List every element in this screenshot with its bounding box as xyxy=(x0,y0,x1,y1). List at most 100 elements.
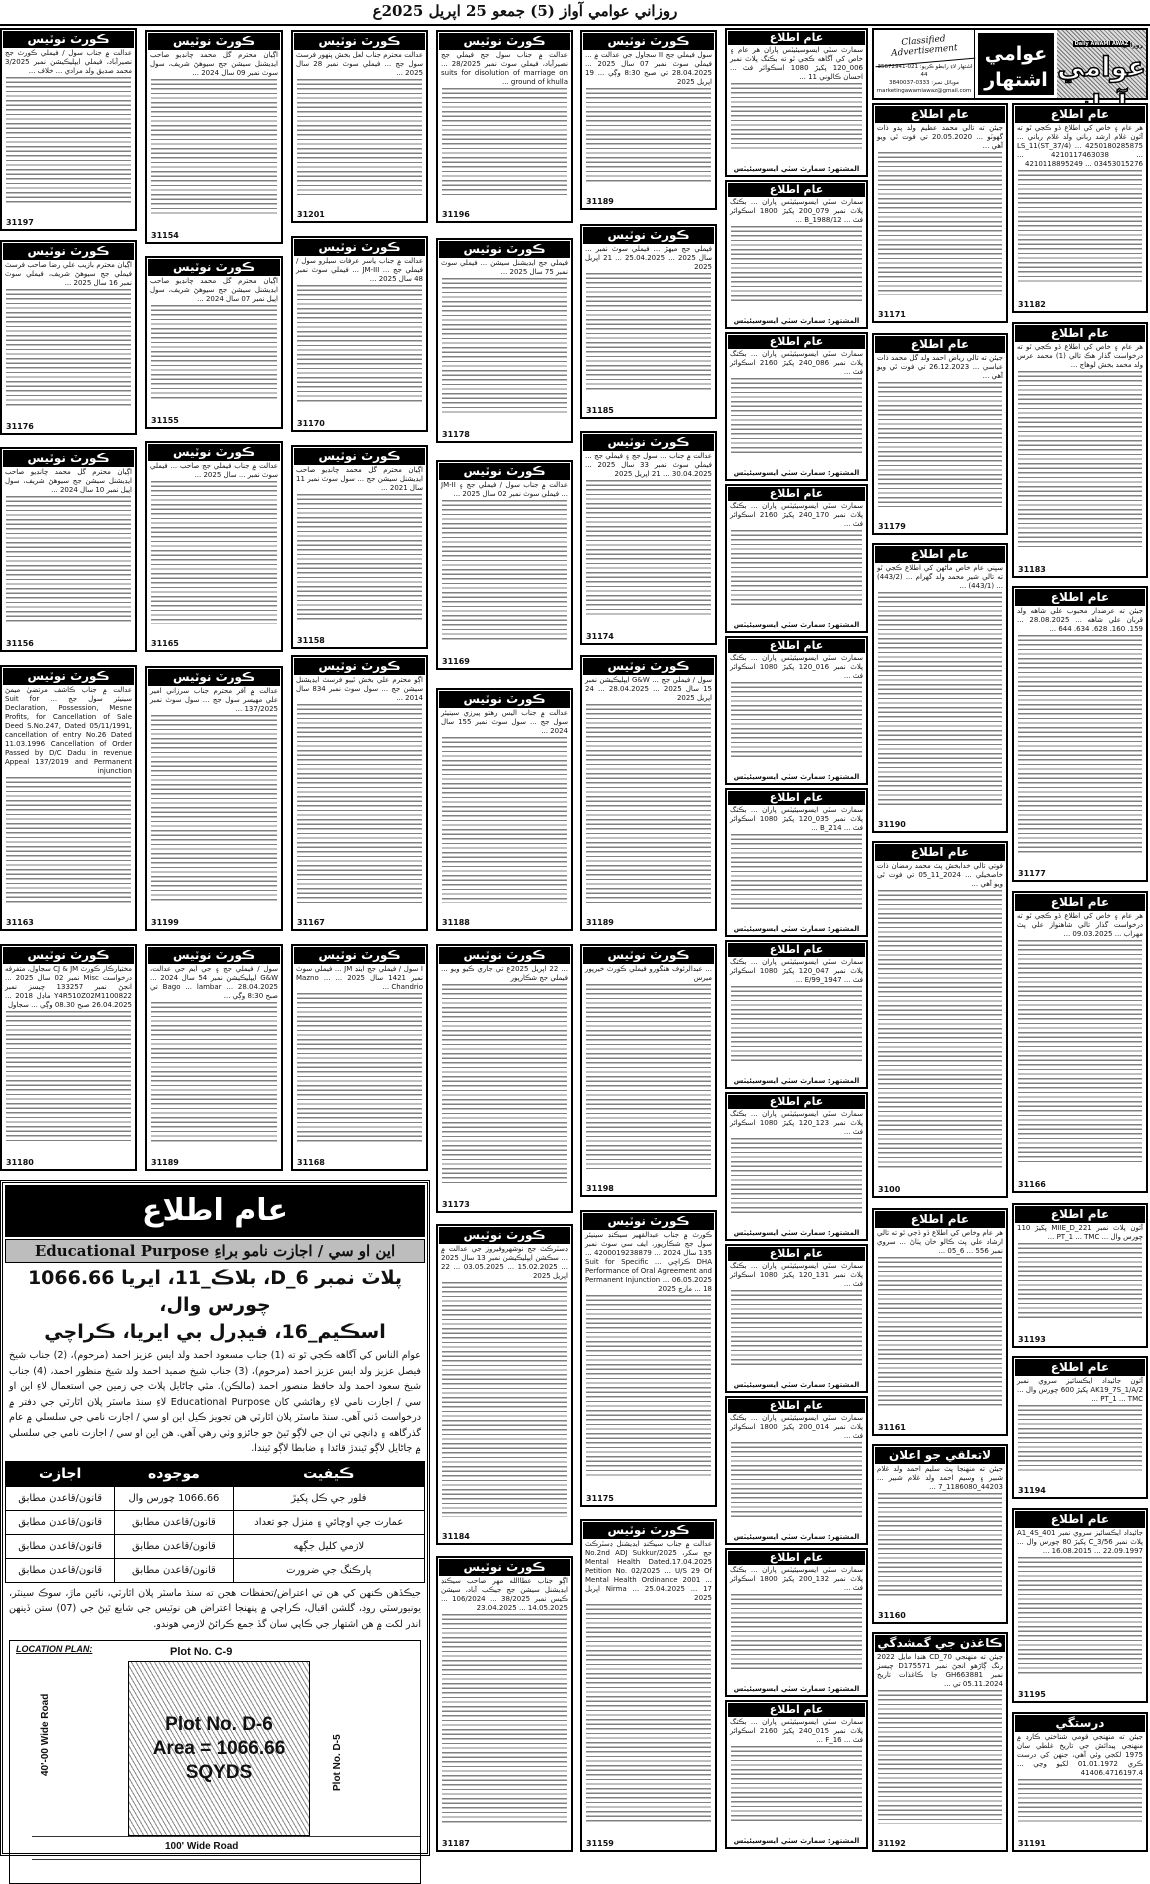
notice-body-text-lines xyxy=(583,88,714,196)
plot-line-2: اسڪيم_16، فيڊرل بي ايريا، ڪراچي xyxy=(44,1321,386,1343)
text-lines xyxy=(731,1290,862,1366)
notice-text: اڳيان محترم بازيب علي رضا صاحب فرسٽ فيمل… xyxy=(5,261,132,287)
text-lines xyxy=(297,704,422,903)
notice-block: درستگي جيئن ته منهنجي قومي شناختي ڪارڊ ۾ … xyxy=(1012,1712,1148,1852)
notice-heading: ڪورٽ نوٽيس xyxy=(3,947,134,964)
email-address: marketingawamiawaz@gmail.com xyxy=(876,88,972,94)
notice-content: ڪورٽ نوٽيس عدالت ۾ جناب اليس رهتو پيرزي س… xyxy=(439,691,570,928)
notice-text: جيئن ته تالي رياض احمد ولد گل محمد ذات ع… xyxy=(877,354,1003,380)
notice-block: ڪورٽ نوٽيس عدالت ۾ جناب فيملي جج صاحب ...… xyxy=(145,441,283,652)
text-lines xyxy=(731,378,862,454)
notice-text: عدالت ۾ جناب اليس رهتو پيرزي سينيئر سول … xyxy=(441,709,568,735)
notice-subtitle: اين او سي / اجازت نامو براءِ Educational… xyxy=(5,1239,425,1263)
text-lines xyxy=(878,152,1002,295)
notice-content: عام اطلاع آئون جائيداد ايڪسائيز سروي نمبر… xyxy=(1015,1359,1145,1496)
notice-id: 31191 xyxy=(1018,1839,1046,1848)
notice-block: ڪورٽ نوٽيس ڪورٽ ۾ جناب عبدالقهير سيڪنڊ سي… xyxy=(580,1210,717,1507)
east-plot-label: Plot No. D-5 xyxy=(332,1734,343,1791)
notice-content: عام اطلاع سمارٽ سٽي ايسوسيئيٽس پاران ... … xyxy=(728,1247,865,1390)
notice-block: ڪورٽ نوٽيس اڳيان محترم گل محمد چانڊيو صاح… xyxy=(0,447,137,652)
notice-block: ڪورٽ نوٽيس عدالت ۾ آفر محترم جناب سرزاني … xyxy=(145,666,283,931)
notice-text: جيئن ته منهنجي قومي شناختي ڪارڊ ۾ منهنجي… xyxy=(1017,1733,1143,1777)
text-lines xyxy=(297,993,422,1143)
text-lines xyxy=(151,481,277,624)
table-cell: قانون/قاعدن مطابق xyxy=(114,1533,234,1559)
notice-body-text-lines xyxy=(439,737,570,917)
notice-content: عام اطلاع سمارٽ سٽي ايسوسيئيٽس پاران ... … xyxy=(728,791,865,934)
notice-id: 31190 xyxy=(878,820,906,829)
notice-text: اڳيان محترم گل محمد چانڊيو صاحب ايڊيشنل … xyxy=(150,51,278,77)
notice-text: عدالت ۾ جناب سول جج فيملي جج نصيرآباد، ف… xyxy=(441,51,568,86)
left-road-label: 40'-00 Wide Road xyxy=(40,1693,51,1776)
notice-heading: ڪورٽ نوٽيس xyxy=(148,444,280,461)
text-lines xyxy=(878,1493,1002,1596)
text-lines xyxy=(151,79,277,216)
notice-block: عام اطلاع سڀني عام خاص ماڻهن کي اطلاع ڪجي… xyxy=(872,543,1008,833)
notice-id: 31197 xyxy=(6,218,34,227)
notice-id: 31184 xyxy=(442,1532,470,1541)
notice-block: ڪورٽ نوٽيس اڳيان محترم گل محمد چانڊيو صاح… xyxy=(145,30,283,244)
notice-content: ڪورٽ نوٽيس فيملي جج ميهڙ ... فيملي سوٽ نم… xyxy=(583,227,714,416)
column-header: موجوده xyxy=(114,1460,234,1487)
text-lines xyxy=(151,715,277,903)
smart-city-ad: عام اطلاع سمارٽ سٽي ايسوسيئيٽس پاران ... … xyxy=(725,1548,868,1697)
notice-text: اڳيان محترم گل محمد چانڊيو صاحب ايڊيشنل … xyxy=(5,468,132,494)
notice-heading: عام اطلاع xyxy=(728,1247,865,1261)
notice-body-text-lines xyxy=(728,378,865,468)
text-lines xyxy=(1018,940,1142,1165)
notice-body-text-lines xyxy=(728,1746,865,1836)
notice-content: ڪورٽ نوٽيس... عبدالرئوف هنگورو فيملي ڪور… xyxy=(583,947,714,1194)
notice-id: 31189 xyxy=(586,918,614,927)
notice-body-text-lines xyxy=(1015,1243,1145,1334)
notice-text: عدالت ۾ جناب سول / فيملي جج ۽ JM-II ... … xyxy=(441,481,568,498)
notice-text: ... عبدالرئوف هنگورو فيملي ڪورٽ خيرپور م… xyxy=(585,965,712,982)
notice-id: 31169 xyxy=(442,657,470,666)
notice-content: ڪورٽ نوٽيس سول فيملي جج II سجاول جي عدالت… xyxy=(583,33,714,207)
text-lines xyxy=(6,289,131,407)
notice-heading: ڪورٽ نوٽيس xyxy=(439,691,570,708)
smart-city-ad: عام اطلاع سمارٽ سٽي ايسوسيئيٽس پاران هر ع… xyxy=(725,28,868,177)
notice-content: عام اطلاع فوتي تالي خدابخش پٽ محمد رمضان … xyxy=(875,844,1005,1195)
notice-id: 31196 xyxy=(442,210,470,219)
text-lines xyxy=(442,737,567,903)
notice-content: لاتعلقي جو اعلان جيئن ته منهنجا پٽ سليم ا… xyxy=(875,1447,1005,1621)
notice-content: عام اطلاع هر عام ۽ خاص کي اطلاع ڏو ڪجي ٿو… xyxy=(1015,894,1145,1190)
notice-text: سمارٽ سٽي ايسوسيئيٽس پاران ... بڪنگ پلاٽ… xyxy=(730,1718,864,1744)
notice-content: عام اطلاع سمارٽ سٽي ايسوسيئيٽس پاران هر ع… xyxy=(728,31,865,174)
notice-heading: عام اطلاع xyxy=(728,183,865,197)
notice-id: 31163 xyxy=(6,918,34,927)
notice-body-text-lines xyxy=(728,226,865,316)
text-lines xyxy=(731,83,862,150)
public-notice-noc: عام اطلاع اين او سي / اجازت نامو براءِ E… xyxy=(0,1180,430,1884)
notice-content: ڪورٽ نوٽيس عدالت ۾ جناب سول / فيملي ڪورٽ … xyxy=(3,31,134,228)
notice-text: اڳو جناب عطاالله مهر صاحب سيڪنڊ ايڊيشنل … xyxy=(441,1577,568,1612)
notice-body-text-lines xyxy=(728,1290,865,1380)
notice-content: ڪورٽ نوٽيس اڳيان محترم گل محمد چانڊيو صاح… xyxy=(148,33,280,241)
notice-block: ڪورٽ نوٽيس عدالت ۾ جناب سول جج فيملي جج ن… xyxy=(436,30,573,223)
table-cell: قانون/قاعدن مطابق xyxy=(114,1557,234,1583)
notice-heading: ڪورٽ نوٽيس xyxy=(148,947,280,964)
notice-text: عدالت ۾ آفر محترم جناب سرزاني امير علي م… xyxy=(150,687,278,713)
notice-heading: عام اطلاع xyxy=(1015,1359,1145,1376)
notice-content: ڪاغذن جي گمشدگي جيئن ته منهنجي CD_70 هنڊا… xyxy=(875,1635,1005,1849)
notice-block: لاتعلقي جو اعلان جيئن ته منهنجا پٽ سليم ا… xyxy=(872,1444,1008,1624)
plot-line-1: پلاٽ نمبر D_6، بلاڪ_11، ايريا 1066.66 چو… xyxy=(27,1267,403,1316)
notice-block: ڪورٽ نوٽيس... عبدالرئوف هنگورو فيملي ڪور… xyxy=(580,944,717,1197)
notice-text: آئون پلاٽ نمبر MIIE_D_221 پکيڙ 110 چورس … xyxy=(1017,1224,1143,1241)
notice-body-text-lines xyxy=(148,715,280,917)
notice-body-text-lines xyxy=(583,704,714,917)
notice-body-text-lines xyxy=(439,500,570,656)
area-label: Area = 1066.66 xyxy=(152,1737,286,1759)
notice-heading: عام اطلاع xyxy=(875,844,1005,861)
notice-text: سول فيملي جج II سجاول جي عدالت ۾ ... فيم… xyxy=(585,51,713,86)
notice-block: عام اطلاع جيئن ته تالي محمد عظيم ولد پدو … xyxy=(872,103,1008,323)
notice-text: فوتي تالي خدابخش پٽ محمد رمضان ذات خاصخي… xyxy=(877,862,1003,888)
notice-id: 31174 xyxy=(586,632,614,641)
notice-content: عام اطلاع سمارٽ سٽي ايسوسيئيٽس پاران ... … xyxy=(728,487,865,630)
notice-body-text-lines xyxy=(3,777,134,917)
permission-table: ڪيفيت موجوده اجازت فلور جي ڪل پکيڙ 1066.6… xyxy=(4,1460,426,1583)
plot-details: پلاٽ نمبر D_6، بلاڪ_11، ايريا 1066.66 چو… xyxy=(17,1265,413,1346)
smart-city-ad: عام اطلاع سمارٽ سٽي ايسوسيئيٽس پاران ... … xyxy=(725,1396,868,1545)
notice-id: 31167 xyxy=(297,918,325,927)
notice-heading: ڪورٽ نوٽيس xyxy=(294,448,425,465)
